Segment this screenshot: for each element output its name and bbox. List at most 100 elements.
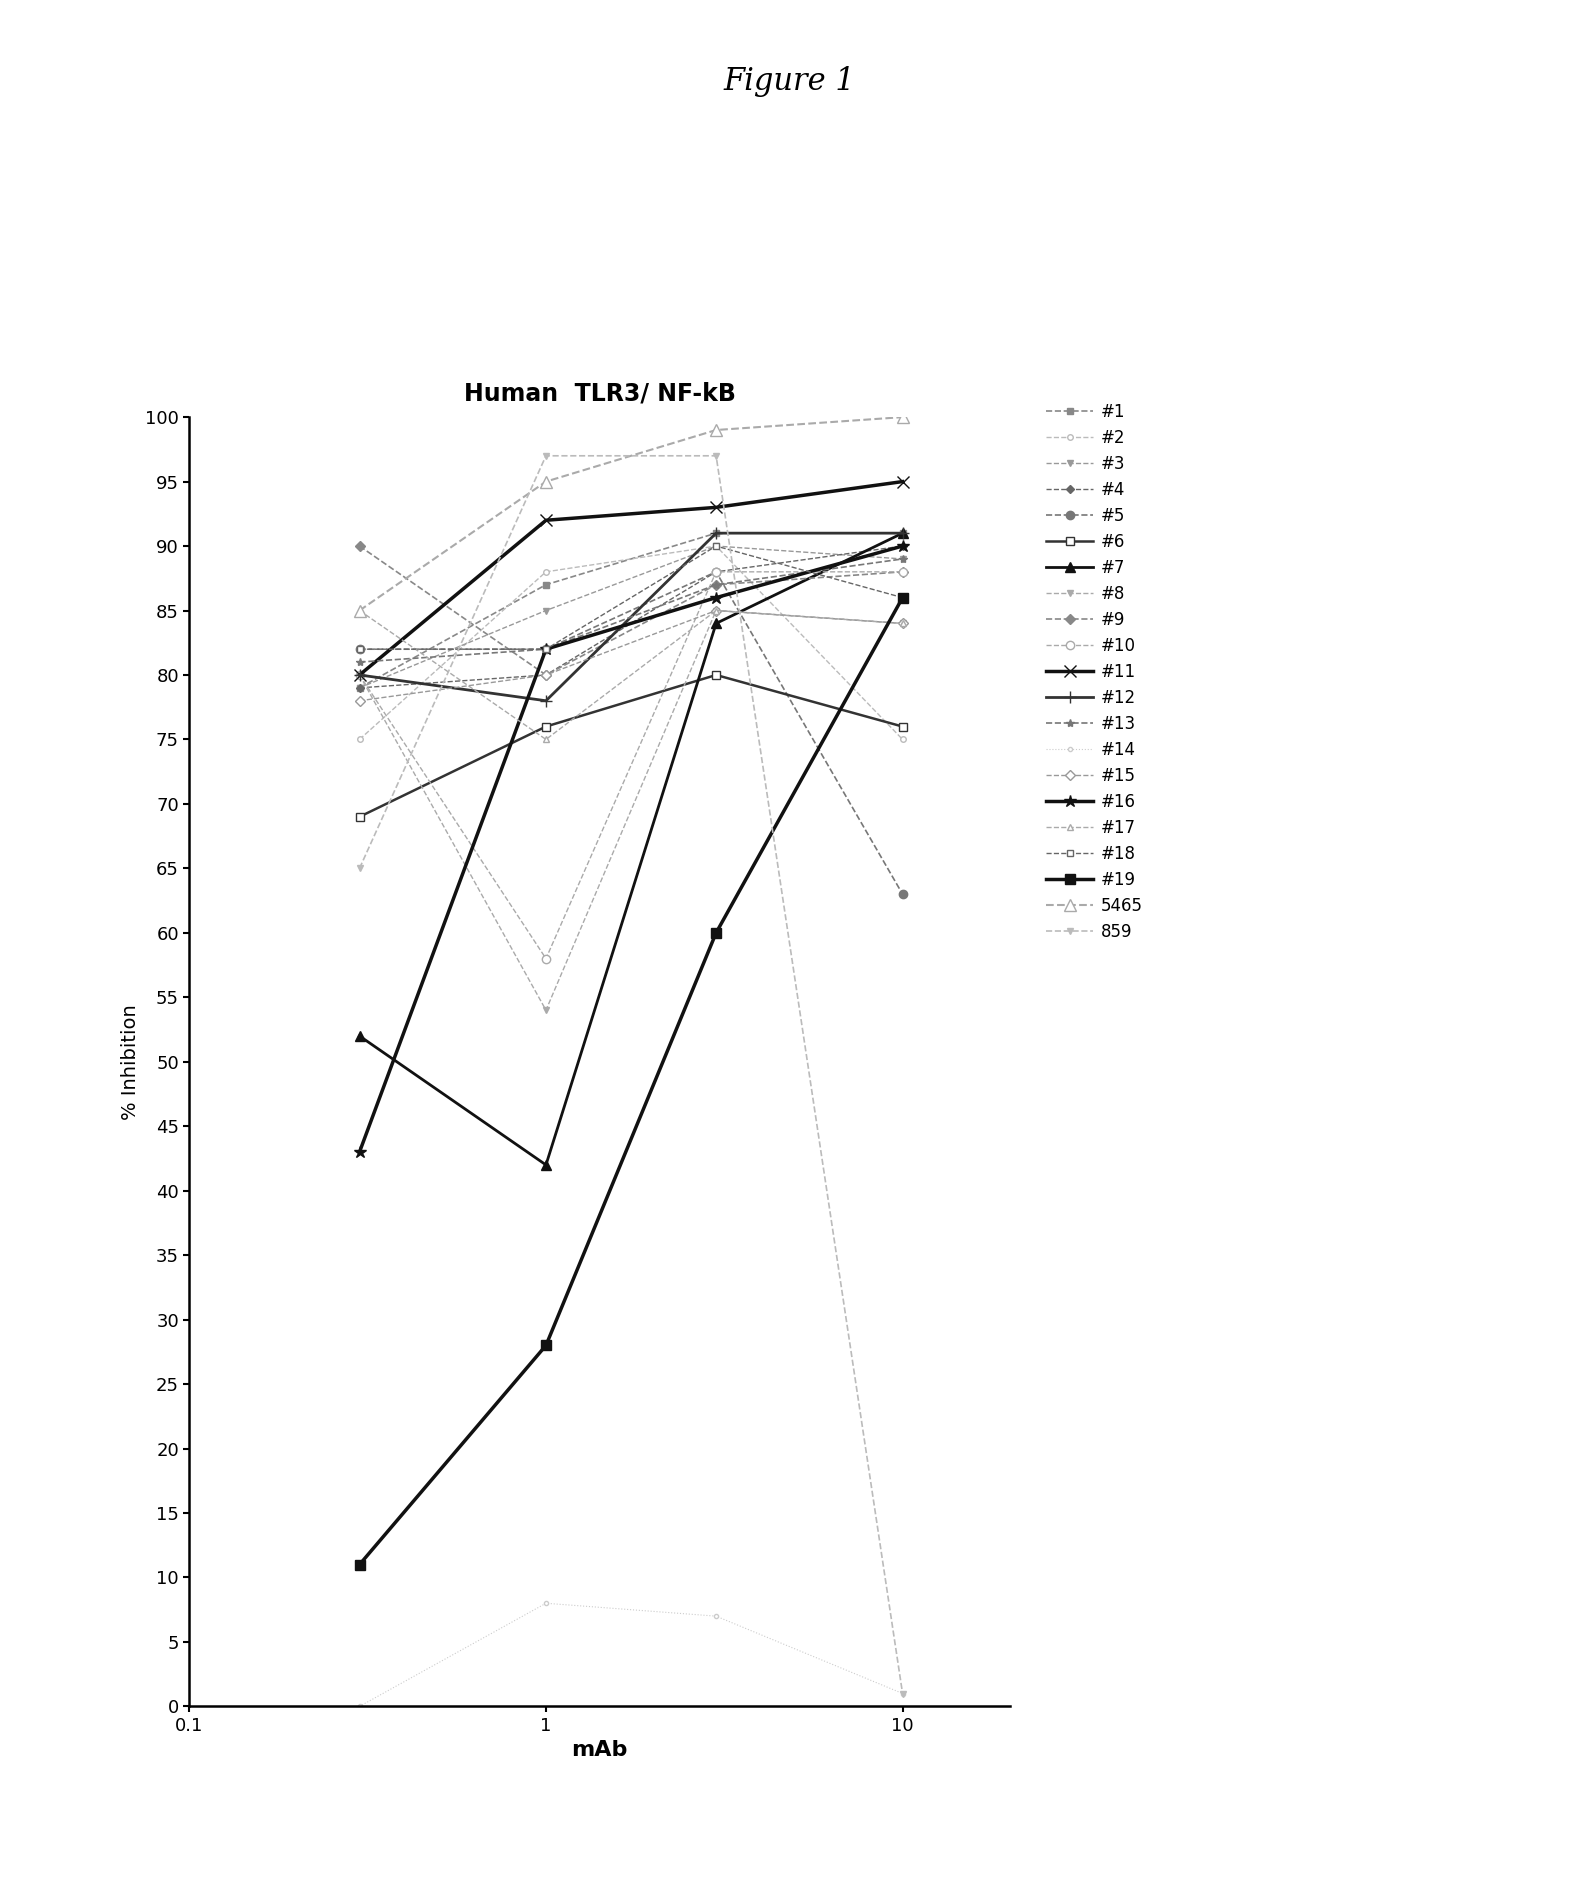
#14 [350, 1695, 369, 1718]
#14 [707, 1604, 726, 1627]
Line: #19: #19 [355, 593, 907, 1570]
#13 [893, 548, 912, 571]
Line: #10: #10 [355, 567, 907, 963]
Title: Human  TLR3/ NF-kB: Human TLR3/ NF-kB [464, 381, 735, 406]
#1 [350, 677, 369, 700]
#18 [707, 535, 726, 557]
#18 [893, 586, 912, 609]
#19 [893, 586, 912, 609]
Line: #1: #1 [357, 529, 906, 692]
#15 [537, 664, 555, 686]
#4 [350, 677, 369, 700]
Line: #14: #14 [358, 1602, 904, 1708]
#13 [537, 637, 555, 660]
Line: #18: #18 [357, 542, 906, 652]
5465 [350, 599, 369, 622]
Text: Figure 1: Figure 1 [723, 66, 855, 97]
Line: #13: #13 [355, 556, 907, 665]
#11 [893, 470, 912, 493]
#1 [893, 521, 912, 544]
859 [893, 1682, 912, 1705]
#5 [893, 884, 912, 906]
#7 [350, 1024, 369, 1047]
#12 [537, 690, 555, 713]
859 [350, 857, 369, 880]
#15 [350, 690, 369, 713]
#6 [537, 715, 555, 738]
#14 [893, 1682, 912, 1705]
#1 [537, 573, 555, 595]
Line: #7: #7 [355, 529, 907, 1170]
Y-axis label: % Inhibition: % Inhibition [120, 1003, 139, 1121]
Line: #4: #4 [357, 544, 906, 690]
#2 [893, 728, 912, 751]
#3 [893, 548, 912, 571]
859 [537, 444, 555, 466]
#10 [350, 664, 369, 686]
#10 [893, 561, 912, 584]
#19 [707, 921, 726, 944]
5465 [707, 419, 726, 442]
#4 [537, 664, 555, 686]
Line: #9: #9 [357, 542, 906, 679]
#2 [537, 561, 555, 584]
#5 [537, 637, 555, 660]
#7 [893, 521, 912, 544]
#6 [707, 664, 726, 686]
#2 [350, 728, 369, 751]
#1 [707, 521, 726, 544]
#11 [350, 664, 369, 686]
#8 [893, 612, 912, 635]
Line: #6: #6 [355, 671, 907, 821]
#6 [893, 715, 912, 738]
#11 [537, 508, 555, 531]
#12 [350, 664, 369, 686]
#13 [350, 650, 369, 673]
#3 [350, 677, 369, 700]
5465 [537, 470, 555, 493]
Line: 5465: 5465 [353, 411, 907, 616]
#8 [537, 999, 555, 1022]
#9 [350, 535, 369, 557]
Line: #5: #5 [355, 567, 907, 899]
#5 [350, 637, 369, 660]
#19 [537, 1335, 555, 1358]
5465 [893, 406, 912, 428]
Line: 859: 859 [357, 453, 906, 1697]
Line: #2: #2 [357, 544, 906, 741]
#10 [707, 561, 726, 584]
X-axis label: mAb: mAb [571, 1741, 628, 1759]
Line: #12: #12 [353, 527, 907, 707]
#15 [707, 599, 726, 622]
#17 [893, 612, 912, 635]
#13 [707, 573, 726, 595]
#12 [707, 521, 726, 544]
#6 [350, 806, 369, 829]
Legend: #1, #2, #3, #4, #5, #6, #7, #8, #9, #10, #11, #12, #13, #14, #15, #16, #17, #18,: #1, #2, #3, #4, #5, #6, #7, #8, #9, #10,… [1043, 400, 1147, 944]
#9 [707, 573, 726, 595]
#16 [350, 1141, 369, 1164]
#16 [537, 637, 555, 660]
#8 [707, 599, 726, 622]
#17 [350, 599, 369, 622]
#2 [707, 535, 726, 557]
#17 [707, 599, 726, 622]
#9 [537, 664, 555, 686]
#11 [707, 497, 726, 520]
Line: #8: #8 [357, 607, 906, 1014]
859 [707, 444, 726, 466]
#7 [537, 1153, 555, 1176]
#18 [350, 637, 369, 660]
Line: #15: #15 [357, 607, 906, 703]
#5 [707, 561, 726, 584]
Line: #17: #17 [357, 607, 906, 743]
#8 [350, 664, 369, 686]
#7 [707, 612, 726, 635]
Line: #16: #16 [353, 540, 909, 1158]
#3 [537, 599, 555, 622]
#16 [707, 586, 726, 609]
#9 [893, 561, 912, 584]
#10 [537, 948, 555, 971]
#3 [707, 535, 726, 557]
#18 [537, 637, 555, 660]
